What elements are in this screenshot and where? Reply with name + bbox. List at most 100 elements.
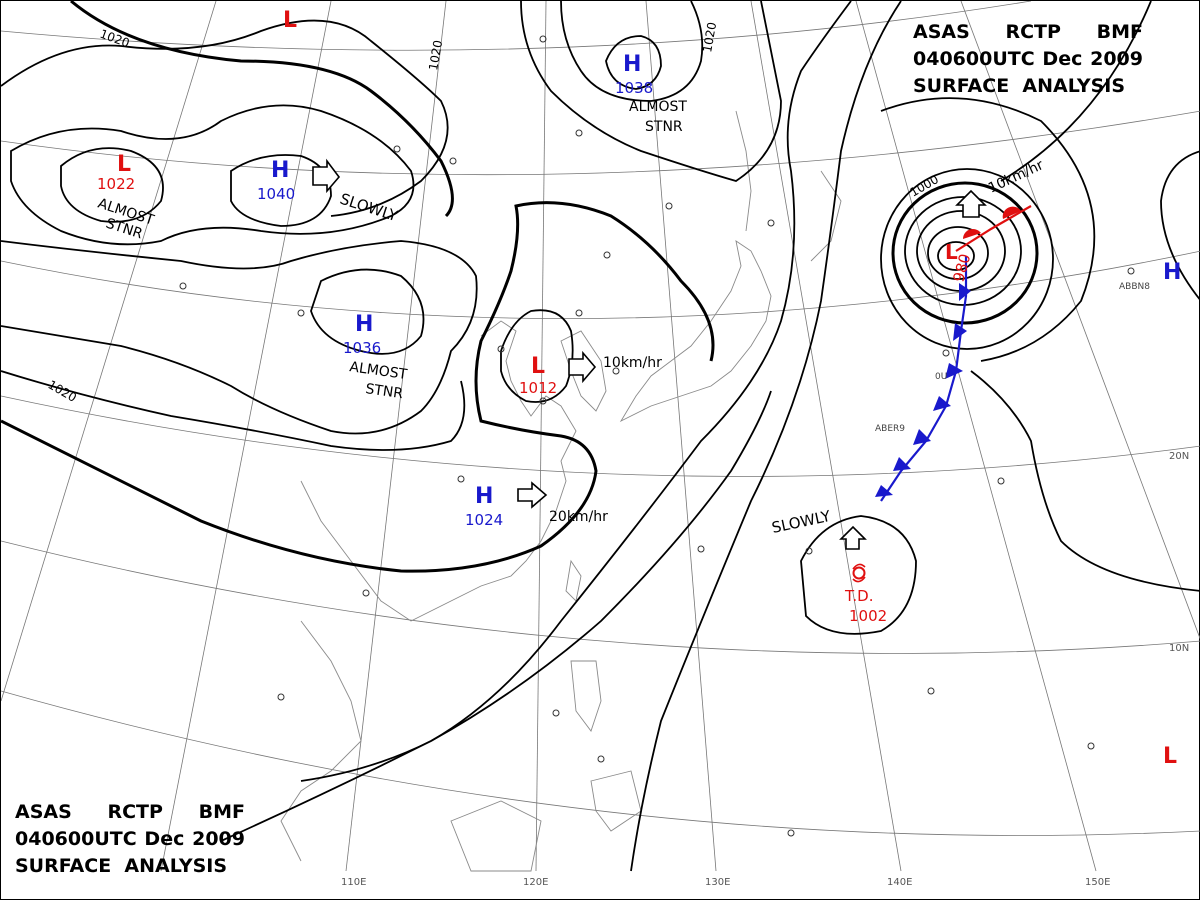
lon-label: 140E <box>887 877 912 888</box>
high-letter: H <box>623 52 641 77</box>
motion-arrow <box>568 350 597 384</box>
station-codes: ABER9 0U ABBN8 <box>875 282 1150 434</box>
isobar-label: 1020 <box>700 21 719 54</box>
isobar <box>1 19 449 217</box>
cold-front-barb <box>933 396 951 411</box>
parallel-20n <box>1 395 1200 477</box>
note-stnr: STNR <box>645 119 683 135</box>
motion-notes: SLOWLY 10km/hr 20km/hr 10km/hr SLOWLY AL… <box>96 99 1047 537</box>
station-marker <box>1127 267 1135 275</box>
header-analysis: SURFACE ANALYSIS <box>15 855 228 877</box>
isobar <box>970 370 1200 592</box>
low-pressure: 1012 <box>519 379 557 397</box>
header-center-row: ASAS RCTP BMF <box>913 19 1143 46</box>
station-marker <box>597 755 605 763</box>
note-almost: ALMOST <box>348 359 408 383</box>
isobar-td <box>800 515 917 635</box>
station-marker <box>767 219 775 227</box>
isobar-label: 1020 <box>46 377 79 404</box>
coast-mindanao <box>590 770 642 832</box>
header-time-part: 040600UTC <box>913 48 1035 70</box>
isobar <box>605 35 662 90</box>
isobar-label: 1020 <box>98 27 131 51</box>
station-marker <box>297 309 305 317</box>
lon-label: 150E <box>1085 877 1110 888</box>
td-circle <box>852 566 866 580</box>
isobar-labels: 1020 1020 1020 1020 1000 <box>46 21 941 405</box>
coast-kamchatka <box>810 170 842 262</box>
station-marker <box>1087 742 1095 750</box>
isobar-ring <box>904 196 1022 306</box>
cold-front-barb <box>875 485 893 497</box>
station-marker <box>552 709 560 717</box>
warm-front <box>955 205 1032 252</box>
isobar <box>630 1 902 872</box>
td-symbol <box>852 563 866 583</box>
low-letter: L <box>117 152 131 177</box>
note-slowly: SLOWLY <box>338 190 401 226</box>
coast-borneo <box>450 800 542 872</box>
isobar <box>1 370 466 451</box>
meridian-160e <box>960 1 1200 640</box>
station-marker <box>927 687 935 695</box>
station-plots <box>179 35 1135 837</box>
header-time-row: 040600UTC Dec 2009 <box>913 46 1143 73</box>
isobar-ring-1000 <box>891 181 1039 325</box>
isobar <box>300 1 852 782</box>
high-pressure: 1038 <box>615 79 653 97</box>
graticule <box>1 1 1200 872</box>
header-center-part: BMF <box>198 801 245 823</box>
isobar <box>60 147 164 223</box>
isobar <box>220 390 772 842</box>
low-letter: L <box>1163 744 1177 769</box>
station-marker <box>665 202 673 210</box>
isobar <box>310 268 425 355</box>
note-speed: 20km/hr <box>549 509 608 525</box>
station-code: 0U <box>935 372 947 382</box>
low-letter: L <box>945 240 958 264</box>
meridian-150e <box>855 1 1097 872</box>
isobar <box>230 154 332 227</box>
station-marker <box>697 545 705 553</box>
station-marker <box>179 282 187 290</box>
isobar <box>520 1 782 182</box>
parallel-0 <box>1 690 1200 836</box>
motion-arrow <box>312 158 341 194</box>
high-letter-far: H <box>1163 260 1181 285</box>
isobar <box>1160 150 1200 302</box>
high-pressure: 1024 <box>465 511 503 529</box>
station-marker <box>787 829 795 837</box>
low-letter: L <box>283 8 297 33</box>
note-stnr: STNR <box>364 381 404 402</box>
warm-front-bump <box>963 229 981 239</box>
isobar-ring <box>880 168 1054 350</box>
map-header-top-right: ASAS RCTP BMF 040600UTC Dec 2009 SURFACE… <box>913 19 1143 100</box>
isobars <box>1 1 917 872</box>
cold-front-line <box>880 256 968 502</box>
td-hook <box>852 563 866 583</box>
station-code: ABBN8 <box>1119 282 1150 292</box>
note-speed: 10km/hr <box>986 157 1046 196</box>
header-time-part: 2009 <box>192 828 245 850</box>
cold-front-barb <box>953 323 967 341</box>
coast-china <box>300 320 577 622</box>
motion-arrow <box>839 525 867 550</box>
coast-japan <box>619 240 772 423</box>
station-marker <box>942 349 950 357</box>
header-time-part: Dec <box>144 828 185 850</box>
cold-front <box>875 256 971 502</box>
meridian-100e <box>160 1 332 872</box>
station-code: ABER9 <box>875 424 905 434</box>
isobar-ring <box>927 226 989 280</box>
station-marker <box>457 475 465 483</box>
station-marker <box>362 589 370 597</box>
high-pressure: 1036 <box>343 339 381 357</box>
header-center-part: RCTP <box>1005 21 1061 43</box>
isobar-label: 1020 <box>426 39 445 72</box>
coast-taiwan <box>565 559 582 602</box>
isobar <box>10 104 415 246</box>
isobar <box>1 240 478 435</box>
lon-label: 120E <box>523 877 548 888</box>
cold-front-barb <box>913 429 931 445</box>
